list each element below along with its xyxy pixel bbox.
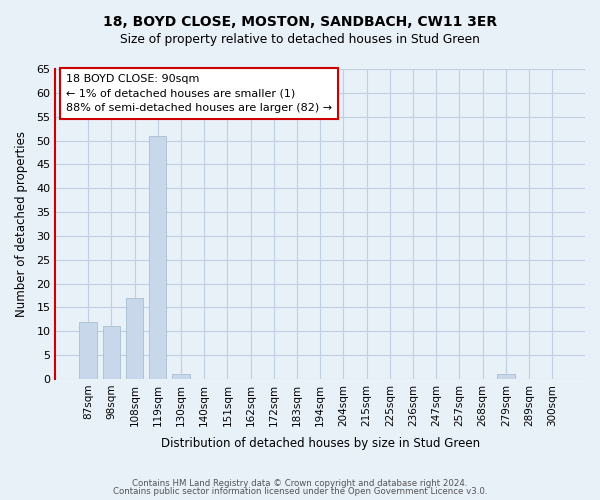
Text: Contains public sector information licensed under the Open Government Licence v3: Contains public sector information licen… <box>113 487 487 496</box>
Bar <box>497 374 515 379</box>
X-axis label: Distribution of detached houses by size in Stud Green: Distribution of detached houses by size … <box>161 437 480 450</box>
Bar <box>103 326 120 379</box>
Bar <box>126 298 143 379</box>
Text: 18, BOYD CLOSE, MOSTON, SANDBACH, CW11 3ER: 18, BOYD CLOSE, MOSTON, SANDBACH, CW11 3… <box>103 15 497 29</box>
Text: Contains HM Land Registry data © Crown copyright and database right 2024.: Contains HM Land Registry data © Crown c… <box>132 478 468 488</box>
Bar <box>79 322 97 379</box>
Text: 18 BOYD CLOSE: 90sqm
← 1% of detached houses are smaller (1)
88% of semi-detache: 18 BOYD CLOSE: 90sqm ← 1% of detached ho… <box>66 74 332 113</box>
Y-axis label: Number of detached properties: Number of detached properties <box>15 131 28 317</box>
Bar <box>149 136 166 379</box>
Bar <box>172 374 190 379</box>
Text: Size of property relative to detached houses in Stud Green: Size of property relative to detached ho… <box>120 32 480 46</box>
